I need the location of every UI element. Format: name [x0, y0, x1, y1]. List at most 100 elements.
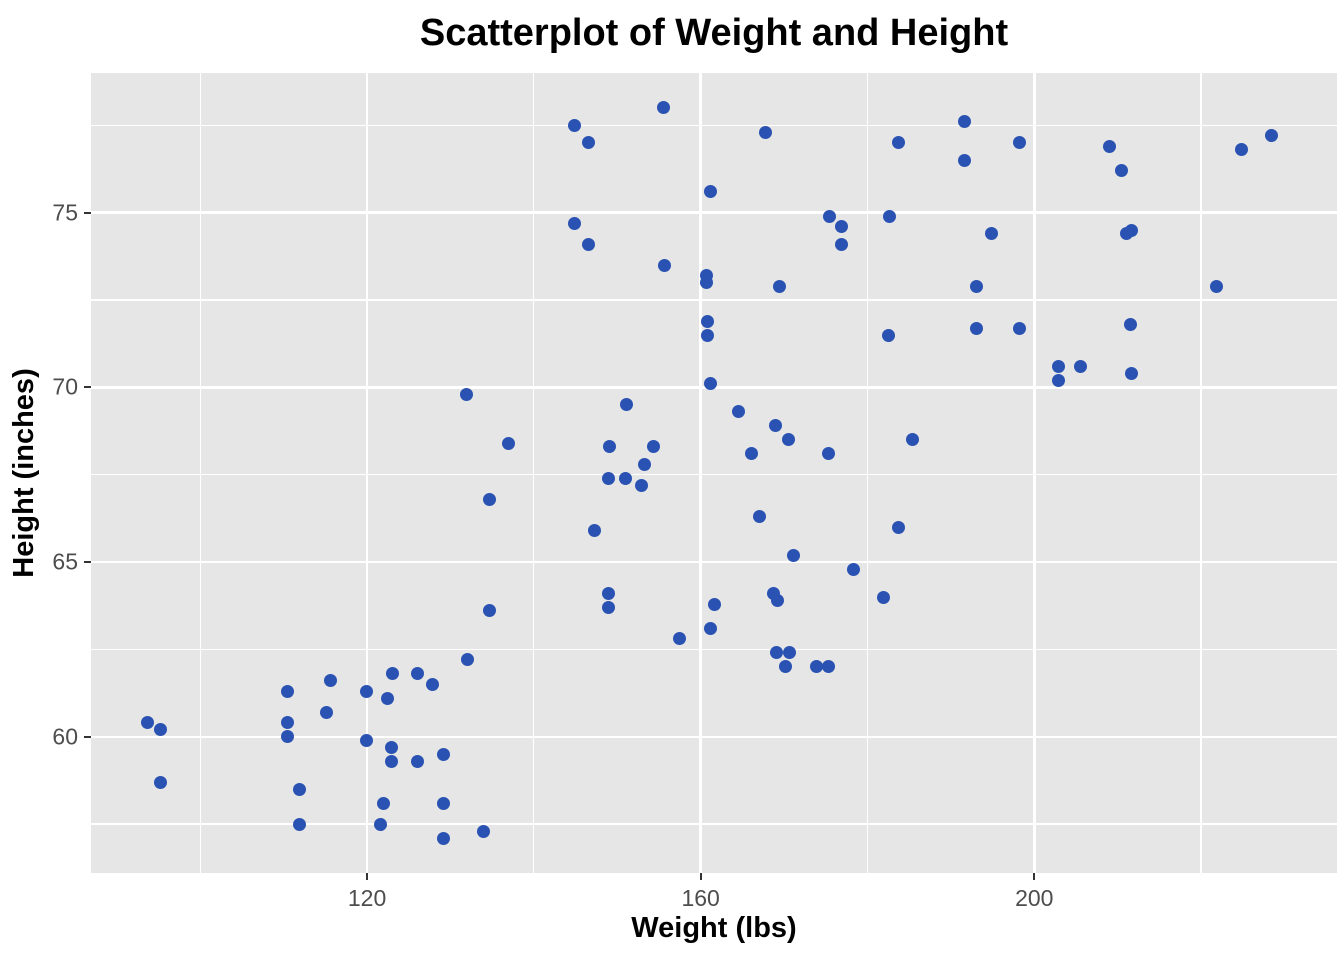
data-point — [359, 733, 373, 747]
data-point — [1125, 366, 1139, 380]
data-point — [1234, 143, 1248, 157]
data-point — [699, 276, 713, 290]
x-axis-tick — [366, 873, 369, 880]
data-point — [704, 185, 718, 199]
y-axis-title-text: Height (inches) — [8, 368, 40, 578]
major-gridline-horizontal — [91, 735, 1337, 738]
data-point — [985, 227, 999, 241]
data-point — [459, 387, 473, 401]
data-point — [1115, 164, 1129, 178]
major-gridline-vertical — [365, 73, 369, 873]
data-point — [658, 258, 672, 272]
data-point — [1012, 321, 1026, 335]
chart-title: Scatterplot of Weight and Height — [419, 12, 1009, 54]
data-point — [502, 436, 516, 450]
data-point — [882, 209, 896, 223]
major-gridline-vertical — [699, 73, 702, 873]
data-point — [753, 510, 767, 524]
y-tick-label: 65 — [52, 548, 78, 575]
x-axis-tick — [1033, 873, 1036, 880]
data-point — [1123, 318, 1137, 332]
data-point — [1073, 359, 1087, 373]
data-point — [657, 101, 671, 115]
x-axis-tick — [699, 873, 702, 880]
minor-gridline-vertical — [1200, 73, 1202, 873]
minor-gridline-horizontal — [91, 299, 1337, 301]
data-point — [437, 831, 451, 845]
data-point — [153, 723, 167, 737]
data-point — [876, 590, 890, 604]
data-point — [281, 716, 295, 730]
data-point — [568, 118, 582, 132]
data-point — [1051, 359, 1065, 373]
data-point — [319, 705, 333, 719]
data-point — [483, 604, 497, 618]
data-point — [647, 440, 661, 454]
data-point — [411, 667, 425, 681]
data-point — [759, 125, 773, 139]
data-point — [745, 447, 759, 461]
data-point — [323, 674, 337, 688]
data-point — [426, 677, 440, 691]
data-point — [779, 660, 793, 674]
data-point — [881, 328, 895, 342]
major-gridline-horizontal — [91, 211, 1337, 214]
data-point — [483, 492, 497, 506]
data-point — [673, 632, 687, 646]
data-point — [957, 153, 971, 167]
data-point — [437, 747, 451, 761]
data-point — [770, 646, 784, 660]
data-point — [380, 691, 394, 705]
data-point — [581, 136, 595, 150]
data-point — [770, 594, 784, 607]
data-point — [822, 209, 836, 223]
data-point — [601, 471, 615, 485]
minor-gridline-horizontal — [91, 648, 1337, 650]
data-point — [359, 684, 373, 698]
data-point — [293, 782, 306, 796]
x-axis-title: Weight (lbs) — [631, 912, 797, 944]
data-point — [957, 115, 971, 129]
data-point — [437, 796, 451, 810]
data-point — [700, 314, 714, 328]
data-point — [891, 520, 905, 534]
minor-gridline-vertical — [866, 73, 869, 873]
data-point — [477, 824, 491, 838]
data-point — [821, 660, 835, 674]
minor-gridline-vertical — [533, 73, 535, 873]
data-point — [700, 328, 714, 342]
y-tick-label: 60 — [52, 723, 78, 750]
major-gridline-vertical — [1033, 73, 1036, 873]
data-point — [1051, 373, 1065, 387]
data-point — [769, 419, 783, 433]
data-point — [384, 740, 398, 754]
data-point — [634, 478, 648, 492]
minor-gridline-vertical — [199, 73, 201, 873]
data-point — [846, 562, 860, 576]
minor-gridline-horizontal — [91, 124, 1337, 126]
data-point — [905, 433, 919, 447]
data-point — [783, 646, 797, 660]
y-axis-tick — [84, 211, 91, 214]
data-point — [293, 817, 306, 831]
data-point — [281, 730, 295, 744]
data-point — [602, 587, 616, 601]
data-point — [821, 447, 835, 461]
data-point — [773, 279, 787, 293]
data-point — [377, 796, 391, 810]
data-point — [781, 433, 795, 447]
data-point — [373, 817, 387, 831]
data-point — [708, 597, 722, 611]
data-point — [568, 216, 582, 230]
data-point — [1209, 279, 1223, 293]
x-tick-label: 200 — [1015, 885, 1054, 911]
minor-gridline-horizontal — [91, 474, 1337, 476]
data-point — [1102, 139, 1116, 153]
data-point — [835, 220, 849, 234]
minor-gridline-horizontal — [91, 823, 1337, 825]
x-tick-label: 160 — [681, 885, 720, 911]
data-point — [602, 600, 616, 614]
data-point — [835, 237, 849, 251]
data-point — [410, 754, 424, 768]
